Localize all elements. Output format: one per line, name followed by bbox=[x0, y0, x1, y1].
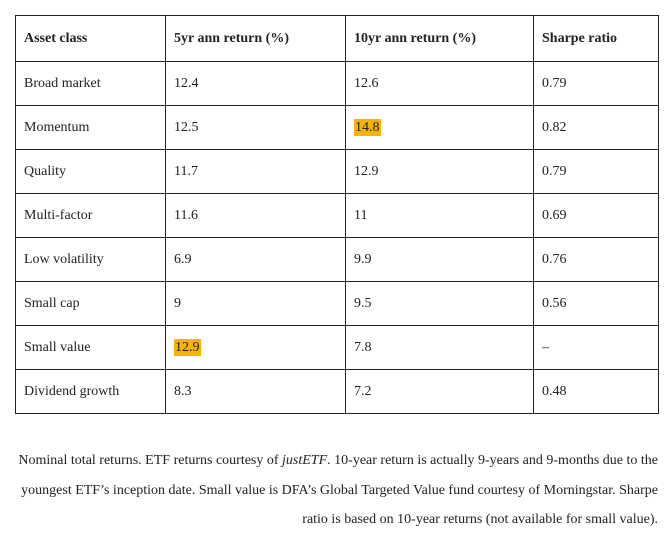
return-5yr-cell: 12.9 bbox=[165, 325, 346, 370]
asset-class-cell: Broad market bbox=[15, 61, 166, 106]
table-row: Low volatility 6.9 9.9 0.76 bbox=[15, 237, 659, 282]
sharpe-ratio-cell: 0.48 bbox=[533, 369, 659, 414]
return-10yr-cell: 12.9 bbox=[345, 149, 534, 194]
table-row: Multi-factor 11.6 11 0.69 bbox=[15, 193, 659, 238]
sharpe-ratio-cell: 0.56 bbox=[533, 281, 659, 326]
caption-text-end: . 10-year return is actually 9-years and… bbox=[21, 453, 658, 527]
sharpe-ratio-cell: 0.79 bbox=[533, 149, 659, 194]
justetf-link[interactable]: justETF bbox=[282, 453, 328, 468]
table-row: Momentum 12.5 14.8 0.82 bbox=[15, 105, 659, 150]
return-5yr-cell: 6.9 bbox=[165, 237, 346, 282]
caption-text-start: Nominal total returns. ETF returns court… bbox=[18, 453, 283, 468]
return-10yr-cell: 14.8 bbox=[345, 105, 534, 150]
return-10yr-cell: 7.2 bbox=[345, 369, 534, 414]
return-10yr-cell: 12.6 bbox=[345, 61, 534, 106]
table-row: Small cap 9 9.5 0.56 bbox=[15, 281, 659, 326]
table-caption: Nominal total returns. ETF returns court… bbox=[15, 446, 658, 535]
sharpe-ratio-cell: 0.69 bbox=[533, 193, 659, 238]
sharpe-ratio-cell: – bbox=[533, 325, 659, 370]
return-5yr-cell: 11.7 bbox=[165, 149, 346, 194]
header-sharpe-ratio: Sharpe ratio bbox=[533, 15, 659, 62]
table-row: Quality 11.7 12.9 0.79 bbox=[15, 149, 659, 194]
return-10yr-cell: 9.5 bbox=[345, 281, 534, 326]
table-row: Dividend growth 8.3 7.2 0.48 bbox=[15, 369, 659, 414]
return-5yr-cell: 9 bbox=[165, 281, 346, 326]
return-10yr-cell: 9.9 bbox=[345, 237, 534, 282]
highlighted-value: 14.8 bbox=[354, 118, 381, 136]
header-5yr-return: 5yr ann return (%) bbox=[165, 15, 346, 62]
return-10yr-cell: 7.8 bbox=[345, 325, 534, 370]
asset-class-cell: Low volatility bbox=[15, 237, 166, 282]
header-10yr-return: 10yr ann return (%) bbox=[345, 15, 534, 62]
table-row: Small value 12.9 7.8 – bbox=[15, 325, 659, 370]
return-5yr-cell: 8.3 bbox=[165, 369, 346, 414]
asset-class-cell: Quality bbox=[15, 149, 166, 194]
sharpe-ratio-cell: 0.76 bbox=[533, 237, 659, 282]
asset-class-cell: Dividend growth bbox=[15, 369, 166, 414]
table-row: Broad market 12.4 12.6 0.79 bbox=[15, 61, 659, 106]
asset-class-cell: Momentum bbox=[15, 105, 166, 150]
return-5yr-cell: 12.4 bbox=[165, 61, 346, 106]
sharpe-ratio-cell: 0.82 bbox=[533, 105, 659, 150]
sharpe-ratio-cell: 0.79 bbox=[533, 61, 659, 106]
return-5yr-cell: 11.6 bbox=[165, 193, 346, 238]
asset-class-cell: Multi-factor bbox=[15, 193, 166, 238]
table-header-row: Asset class 5yr ann return (%) 10yr ann … bbox=[15, 15, 659, 62]
header-asset-class: Asset class bbox=[15, 15, 166, 62]
return-10yr-cell: 11 bbox=[345, 193, 534, 238]
return-5yr-cell: 12.5 bbox=[165, 105, 346, 150]
asset-class-cell: Small cap bbox=[15, 281, 166, 326]
returns-table: Asset class 5yr ann return (%) 10yr ann … bbox=[15, 15, 659, 414]
highlighted-value: 12.9 bbox=[174, 338, 201, 356]
asset-class-cell: Small value bbox=[15, 325, 166, 370]
